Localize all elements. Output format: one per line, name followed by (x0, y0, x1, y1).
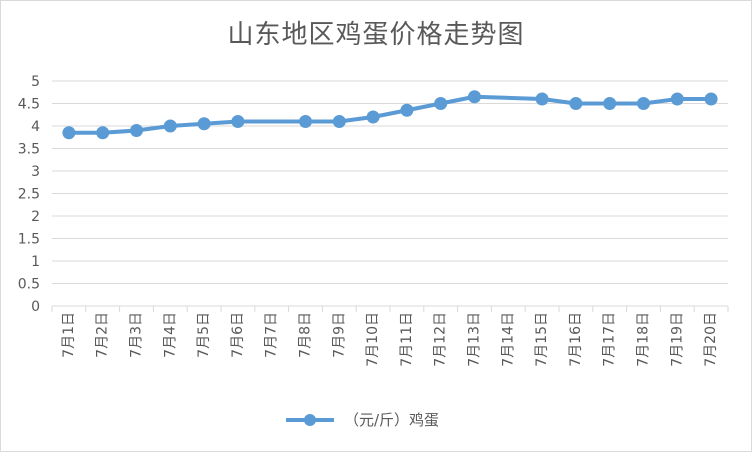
data-point[interactable] (704, 92, 718, 106)
x-tick-label: 7月20日 (703, 312, 719, 367)
legend-label: （元/斤）鸡蛋 (344, 411, 439, 429)
data-point[interactable] (366, 110, 380, 124)
grid-lines (52, 80, 728, 284)
x-tick-label: 7月1日 (61, 312, 77, 358)
x-tick-label: 7月2日 (95, 312, 111, 358)
y-tick-label: 0 (31, 299, 40, 315)
legend[interactable]: （元/斤）鸡蛋 (286, 411, 439, 429)
data-point[interactable] (603, 97, 617, 110)
chart-title: 山东地区鸡蛋价格走势图 (227, 20, 525, 50)
y-tick-label: 5 (31, 74, 40, 90)
x-tick-label: 7月16日 (568, 312, 584, 367)
y-tick-label: 4.5 (18, 97, 40, 113)
data-point[interactable] (468, 90, 481, 104)
x-tick-label: 7月3日 (129, 312, 145, 358)
x-axis (51, 305, 729, 312)
data-point[interactable] (637, 97, 650, 110)
x-tick-label: 7月19日 (669, 312, 685, 367)
data-point[interactable] (299, 115, 312, 128)
y-tick-label: 3.5 (18, 142, 40, 158)
data-point[interactable] (400, 103, 414, 117)
data-point[interactable] (569, 97, 583, 110)
data-point[interactable] (130, 124, 143, 137)
data-point[interactable] (434, 97, 448, 110)
x-tick-label: 7月13日 (467, 312, 483, 367)
data-point[interactable] (163, 119, 177, 133)
y-tick-label: 4 (31, 119, 40, 135)
y-tick-label: 3 (31, 164, 40, 180)
x-tick-label: 7月4日 (162, 312, 178, 358)
x-tick-label: 7月5日 (196, 312, 212, 358)
data-point[interactable] (535, 92, 549, 106)
y-axis-ticks: 0 0.5 1 1.5 2 2.5 3 3.5 4 4.5 5 (18, 74, 40, 315)
y-tick-label: 2 (31, 209, 40, 225)
x-tick-label: 7月6日 (230, 312, 246, 358)
x-tick-label: 7月15日 (534, 312, 550, 367)
data-point[interactable] (96, 126, 110, 140)
y-tick-label: 2.5 (18, 187, 40, 203)
data-point[interactable] (231, 115, 245, 128)
y-tick-label: 1 (31, 254, 40, 270)
x-axis-ticks: 7月1日 7月2日 7月3日 7月4日 7月5日 7月6日 7月7日 7月8日 7月9日 7月10… (61, 312, 719, 367)
x-tick-label: 7月12日 (433, 312, 449, 367)
series-layer (62, 90, 718, 140)
x-tick-label: 7月14日 (500, 312, 516, 367)
x-tick-label: 7月8日 (298, 312, 314, 358)
y-tick-label: 0.5 (18, 277, 40, 293)
y-tick-label: 1.5 (18, 232, 40, 248)
x-tick-label: 7月7日 (264, 312, 280, 358)
data-point[interactable] (670, 92, 684, 106)
x-tick-label: 7月9日 (331, 312, 347, 358)
x-tick-label: 7月17日 (602, 312, 618, 367)
x-tick-label: 7月10日 (365, 312, 381, 367)
legend-marker-swatch (304, 414, 316, 426)
data-point[interactable] (197, 117, 211, 131)
data-point[interactable] (62, 126, 76, 140)
data-point[interactable] (332, 115, 346, 128)
x-tick-label: 7月18日 (636, 312, 652, 367)
x-tick-label: 7月11日 (399, 312, 415, 367)
